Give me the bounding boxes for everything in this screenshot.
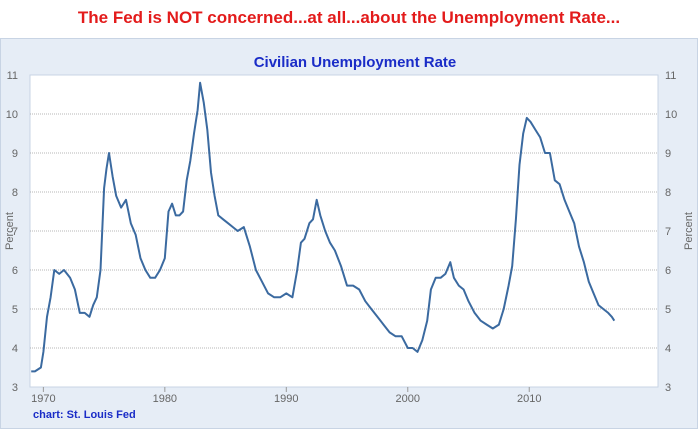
y-tick-label-left: 8 — [12, 187, 18, 199]
y-tick-label-right: 8 — [665, 187, 671, 199]
y-tick-label-right: 7 — [665, 226, 671, 238]
y-tick-label-right: 3 — [665, 382, 671, 394]
y-tick-label-left: 6 — [12, 265, 18, 277]
y-tick-label-right: 11 — [665, 70, 676, 82]
y-axis-label-right: Percent — [683, 212, 695, 250]
y-tick-label-right: 6 — [665, 265, 671, 277]
y-tick-label-left: 9 — [12, 148, 18, 160]
y-tick-label-left: 10 — [6, 109, 18, 121]
y-tick-label-left: 3 — [12, 382, 18, 394]
y-axis-label-left: Percent — [4, 212, 16, 250]
chart-title: Civilian Unemployment Rate — [254, 54, 457, 71]
series-line-unemployment — [31, 81, 616, 373]
x-axis: 1970 1980 1990 2000 2010 — [31, 387, 541, 405]
y-tick-label-left: 5 — [12, 304, 18, 316]
x-tick-label: 1980 — [153, 393, 177, 405]
y-tick-label-left: 4 — [12, 343, 18, 355]
y-tick-label-left: 7 — [12, 226, 18, 238]
y-axis-left: 3 4 5 6 7 8 9 10 11 — [6, 70, 18, 394]
source-note: chart: St. Louis Fed — [33, 409, 136, 421]
y-tick-label-right: 10 — [665, 109, 677, 121]
y-tick-label-right: 4 — [665, 343, 671, 355]
x-tick-label: 1970 — [31, 393, 55, 405]
x-tick-label: 2000 — [396, 393, 420, 405]
y-tick-label-right: 9 — [665, 148, 671, 160]
x-tick-label: 1990 — [274, 393, 298, 405]
x-tick-label: 2010 — [517, 393, 541, 405]
y-tick-label-right: 5 — [665, 304, 671, 316]
y-axis-right: 3 4 5 6 7 8 9 10 11 — [665, 70, 677, 394]
headline: The Fed is NOT concerned...at all...abou… — [77, 8, 621, 27]
y-tick-label-left: 11 — [7, 70, 18, 82]
